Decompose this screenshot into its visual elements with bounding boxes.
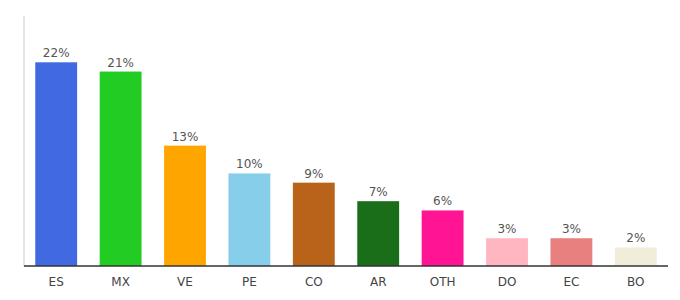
x-tick-label: AR <box>370 275 387 289</box>
x-tick-label: OTH <box>430 275 456 289</box>
bar <box>35 62 77 266</box>
data-label: 9% <box>304 167 323 181</box>
data-label: 3% <box>497 222 516 236</box>
x-tick-label: MX <box>111 275 130 289</box>
data-label: 21% <box>107 56 134 70</box>
x-tick-labels: ES MX VE PE CO AR OTH DO EC BO <box>49 275 645 289</box>
bar <box>228 173 270 266</box>
x-axis-line <box>24 265 668 267</box>
x-tick-label: PE <box>242 275 257 289</box>
data-label: 7% <box>369 185 388 199</box>
x-tick-label: BO <box>627 275 644 289</box>
chart-container: 22% 21% 13% 10% 9% 7% 6% 3% 3% 2% ES MX VE PE CO AR OTH D… <box>0 0 680 300</box>
bar <box>615 247 657 266</box>
data-label: 2% <box>626 231 645 245</box>
x-tick-label: CO <box>305 275 323 289</box>
bars <box>35 62 656 266</box>
bar <box>422 210 464 266</box>
data-label: 6% <box>433 194 452 208</box>
x-tick-label: EC <box>563 275 579 289</box>
bar <box>293 183 335 266</box>
data-label: 3% <box>562 222 581 236</box>
y-axis-line <box>24 16 25 266</box>
bar <box>550 238 592 266</box>
chart-svg: 22% 21% 13% 10% 9% 7% 6% 3% 3% 2% ES MX VE PE CO AR OTH D… <box>0 0 680 300</box>
x-tick-label: DO <box>498 275 517 289</box>
bar <box>164 146 206 266</box>
x-tick-label: VE <box>177 275 193 289</box>
data-label: 10% <box>236 157 263 171</box>
data-labels: 22% 21% 13% 10% 9% 7% 6% 3% 3% 2% <box>43 46 645 245</box>
data-label: 22% <box>43 46 70 60</box>
bar <box>357 201 399 266</box>
bar <box>100 72 142 266</box>
x-tick-label: ES <box>49 275 64 289</box>
data-label: 13% <box>172 130 199 144</box>
bar <box>486 238 528 266</box>
